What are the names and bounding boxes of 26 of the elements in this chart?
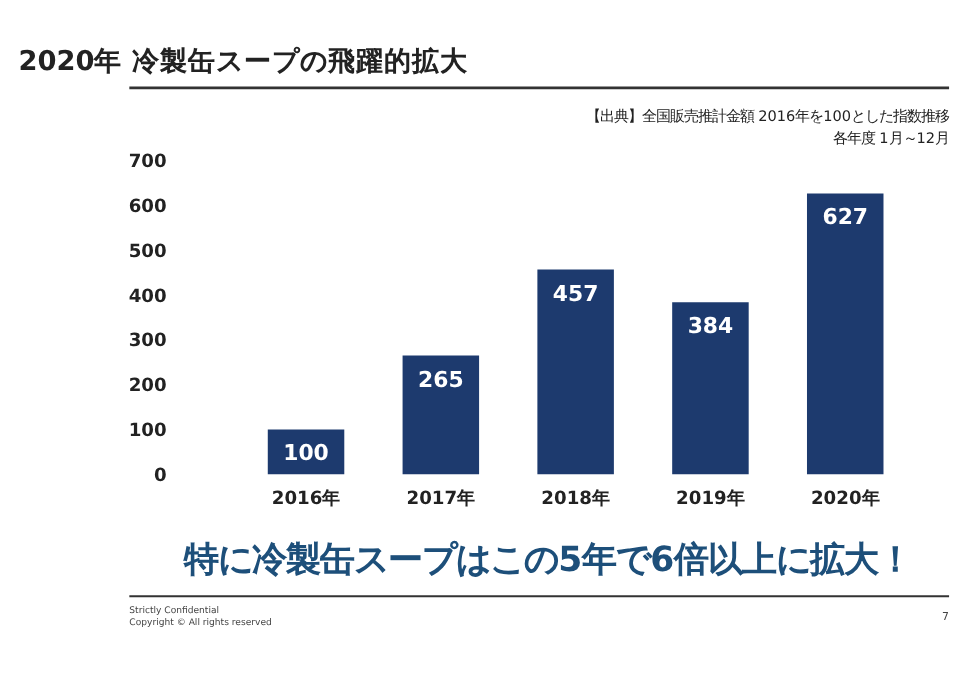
data-label: 100	[283, 440, 330, 467]
data-label: 627	[822, 204, 869, 231]
y-tick-label: 600	[128, 197, 167, 218]
y-tick-label: 100	[128, 421, 167, 442]
x-tick-label: 2018年	[541, 488, 610, 511]
x-tick-label: 2019年	[676, 488, 745, 511]
y-tick-label: 300	[128, 332, 167, 353]
data-label: 384	[687, 313, 735, 340]
data-label: 457	[552, 280, 599, 307]
y-tick-label: 700	[128, 153, 167, 174]
data-label: 265	[418, 366, 464, 393]
y-tick-label: 400	[128, 287, 167, 308]
text: 特に冷製缶スープはこの5年で6倍以上に拡大！	[182, 540, 913, 581]
x-tick-label: 2017年	[406, 488, 476, 511]
y-tick-label: 500	[128, 242, 167, 263]
text: 各年度 1月～12月	[832, 128, 950, 147]
chart-title: 2020年 冷製缶スープの飛躍的拡大	[18, 44, 470, 79]
y-tick-label: 200	[128, 377, 167, 398]
text: 【出典】全国販売推計金額 2016年を100とした指数推移	[585, 106, 950, 125]
bar	[672, 302, 749, 475]
x-tick-label: 2020年	[810, 488, 880, 511]
bar	[537, 269, 614, 475]
y-tick-label: 0	[154, 466, 167, 487]
x-tick-label: 2016年	[271, 488, 341, 511]
bar	[402, 355, 480, 475]
bar	[806, 193, 884, 475]
